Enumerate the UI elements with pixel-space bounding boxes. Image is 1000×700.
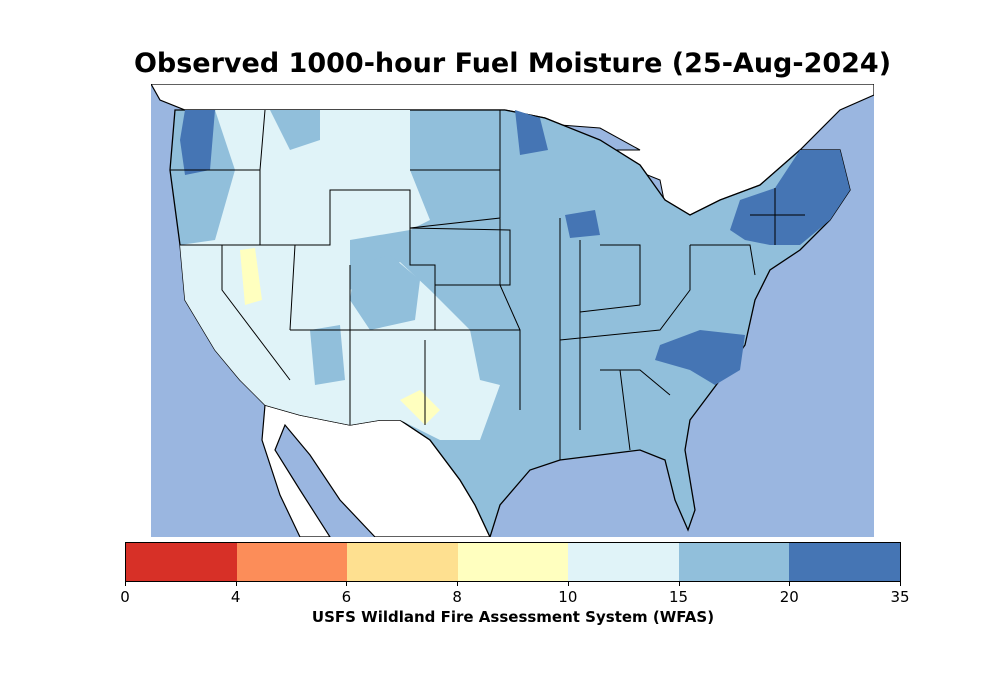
colorbar-bin-4-6 bbox=[236, 543, 348, 581]
colorbar bbox=[125, 542, 901, 582]
colorbar-bin-8-10 bbox=[457, 543, 569, 581]
fuel-moisture-map bbox=[151, 84, 874, 537]
region-20-35-nc bbox=[655, 330, 745, 385]
colorbar-tick bbox=[567, 581, 569, 586]
colorbar-bin-6-8 bbox=[347, 543, 458, 581]
colorbar-tick bbox=[235, 581, 237, 586]
colorbar-bin-15-20 bbox=[678, 543, 790, 581]
chart-title: Observed 1000-hour Fuel Moisture (25-Aug… bbox=[133, 48, 892, 79]
colorbar-tick bbox=[900, 581, 901, 586]
colorbar-label: USFS Wildland Fire Assessment System (WF… bbox=[311, 608, 715, 626]
region-20-35-wa bbox=[180, 110, 215, 175]
colorbar-tick bbox=[457, 581, 459, 586]
state-borders bbox=[170, 109, 805, 460]
region-20-35-mi bbox=[515, 110, 600, 238]
colorbar-tick-label: 10 bbox=[558, 588, 578, 606]
colorbar-tick-label: 20 bbox=[779, 588, 799, 606]
colorbar-tick bbox=[678, 581, 680, 586]
colorbar-tick-label: 8 bbox=[452, 588, 462, 606]
colorbar-tick-label: 15 bbox=[669, 588, 689, 606]
colorbar-tick-label: 0 bbox=[120, 588, 130, 606]
colorbar-tick bbox=[125, 581, 126, 586]
region-15-20-colorado bbox=[270, 110, 420, 385]
colorbar-tick-label: 35 bbox=[890, 588, 910, 606]
colorbar-tick-label: 6 bbox=[341, 588, 352, 606]
colorbar-bin-20-35 bbox=[789, 543, 901, 581]
region-8-10-spots bbox=[240, 248, 440, 425]
colorbar-tick-label: 4 bbox=[230, 588, 241, 606]
region-20-35-ne bbox=[730, 150, 850, 245]
colorbar-tick bbox=[789, 581, 791, 586]
colorbar-bin-10-15 bbox=[568, 543, 679, 581]
colorbar-bin-0-4 bbox=[126, 543, 237, 581]
colorbar-tick bbox=[346, 581, 348, 586]
